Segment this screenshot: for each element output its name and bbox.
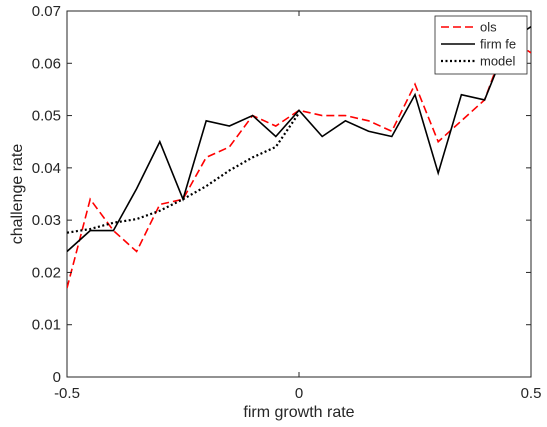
legend-label-model: model [480, 54, 516, 69]
y-tick-label: 0 [53, 369, 61, 386]
series-line-model [67, 112, 300, 234]
x-axis-label: firm growth rate [243, 404, 354, 421]
x-tick-label: 0.5 [521, 385, 542, 402]
x-tick-label: -0.5 [54, 385, 80, 402]
series-layer [67, 26, 531, 289]
y-tick-label: 0.05 [32, 108, 61, 125]
y-tick-label: 0.06 [32, 55, 61, 72]
legend-label-ols: ols [480, 20, 497, 35]
legend-box [434, 15, 528, 75]
legend: ols firm fe model [434, 15, 528, 75]
y-tick-label: 0.07 [32, 3, 61, 20]
y-tick-label: 0.01 [32, 317, 61, 334]
y-tick-label: 0.03 [32, 212, 61, 229]
y-tick-label: 0.02 [32, 264, 61, 281]
y-axis-label: challenge rate [9, 144, 26, 245]
y-axis-ticks: 0 0.01 0.02 0.03 0.04 0.05 0.06 0.07 [32, 3, 531, 386]
x-tick-label: 0 [295, 385, 303, 402]
series-line-firm-fe [67, 26, 531, 253]
legend-label-firm-fe: firm fe [480, 37, 516, 52]
x-axis-ticks: -0.5 0 0.5 [54, 11, 541, 402]
y-tick-label: 0.04 [32, 160, 61, 177]
